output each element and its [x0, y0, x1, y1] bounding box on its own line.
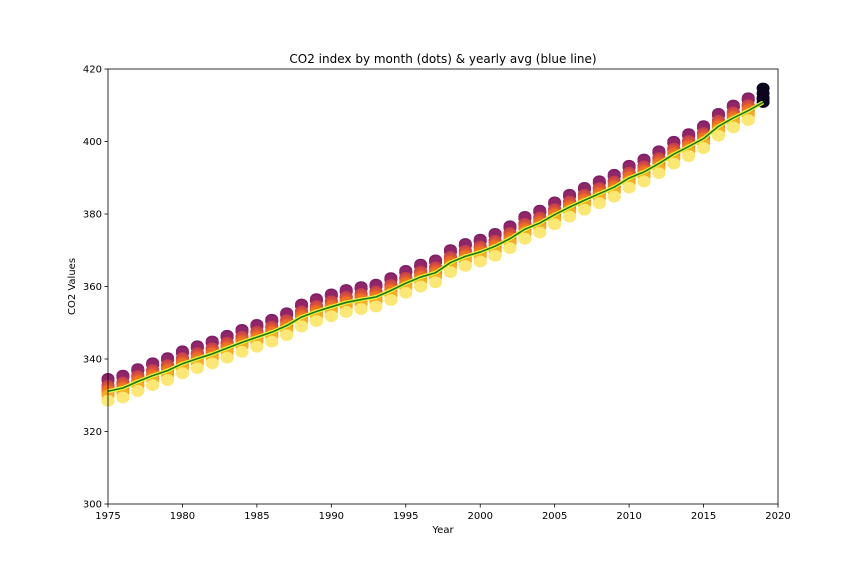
monthly-dot: [175, 367, 189, 380]
monthly-dot: [429, 276, 443, 289]
monthly-dot: [533, 227, 547, 239]
monthly-dot: [711, 130, 725, 142]
monthly-dot: [369, 301, 383, 313]
x-tick-label: 1995: [393, 511, 418, 522]
y-tick-label: 340: [83, 355, 102, 366]
monthly-dot: [280, 329, 294, 342]
x-tick-label: 2005: [542, 511, 567, 522]
monthly-dot: [622, 182, 636, 194]
monthly-dot: [473, 256, 487, 268]
x-tick-label: 1985: [244, 511, 269, 522]
monthly-dot: [726, 122, 740, 134]
monthly-dot: [339, 306, 353, 318]
monthly-dot: [667, 158, 681, 170]
y-tick-label: 360: [83, 282, 102, 293]
x-tick-label: 1975: [95, 511, 120, 522]
monthly-dot: [220, 352, 234, 364]
x-tick-label: 1990: [319, 511, 344, 522]
monthly-dot: [235, 346, 249, 358]
x-axis-label: Year: [431, 525, 454, 536]
x-tick-label: 1980: [170, 511, 195, 522]
monthly-dot: [354, 303, 368, 315]
y-tick-label: 320: [83, 427, 102, 438]
monthly-dot: [131, 385, 145, 397]
monthly-dot: [250, 341, 264, 353]
monthly-dot: [518, 233, 532, 245]
monthly-dot: [309, 315, 323, 327]
monthly-dot: [607, 191, 621, 203]
monthly-dot: [324, 310, 338, 323]
y-tick-label: 300: [83, 500, 102, 511]
monthly-dot: [458, 260, 472, 272]
monthly-dot: [146, 379, 160, 392]
yearly-avg-line: [107, 101, 764, 393]
chart-title: CO2 index by month (dots) & yearly avg (…: [289, 52, 596, 66]
x-tick-label: 2010: [616, 511, 641, 522]
monthly-dot: [652, 167, 666, 179]
monthly-dot: [384, 294, 398, 306]
yearly-avg-line-layer: [107, 100, 765, 394]
monthly-dot: [682, 150, 696, 162]
monthly-dot: [443, 266, 457, 278]
monthly-dot: [265, 336, 279, 348]
monthly-dot: [563, 211, 577, 223]
monthly-dot: [637, 176, 651, 188]
monthly-dot: [205, 358, 219, 370]
monthly-dot: [697, 142, 711, 154]
monthly-dot: [190, 362, 204, 375]
y-tick-label: 380: [83, 210, 102, 221]
monthly-dot: [295, 321, 309, 333]
x-tick-label: 2020: [765, 511, 790, 522]
monthly-dot: [414, 281, 428, 293]
monthly-dot: [116, 392, 130, 404]
monthly-dot: [592, 197, 606, 210]
monthly-dot: [548, 218, 562, 231]
x-tick-label: 2000: [467, 511, 492, 522]
y-tick-label: 400: [83, 137, 102, 148]
x-axis-ticks: 1975 1980 1985 1990 1995 2000 2005 2010 2015 2020: [95, 504, 791, 522]
monthly-dot: [399, 287, 413, 299]
monthly-dot: [741, 114, 755, 127]
y-axis-ticks: 300 320 340 360 380 400 420: [83, 65, 108, 511]
x-tick-label: 2015: [691, 511, 716, 522]
y-axis-label: CO2 Values: [67, 258, 78, 315]
y-tick-label: 420: [83, 65, 102, 76]
monthly-dot: [503, 242, 517, 255]
monthly-dot: [488, 250, 502, 262]
monthly-dot: [161, 374, 175, 386]
monthly-dot: [577, 204, 591, 216]
